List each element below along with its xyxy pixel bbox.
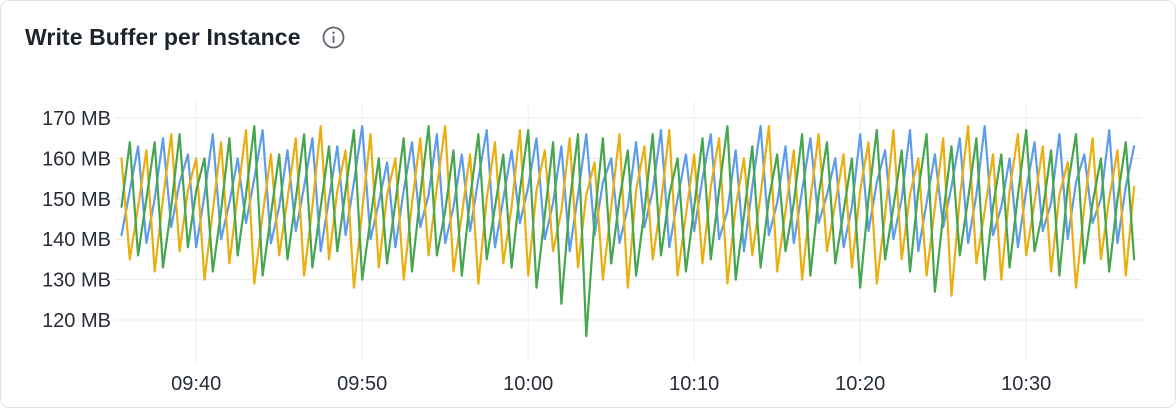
page-title: Write Buffer per Instance: [25, 23, 301, 50]
chart-svg[interactable]: 09:40 09:50 10:00 10:10 10:20 10:30 170 MB 160 …: [1, 89, 1176, 408]
y-tick-label: 140 MB: [42, 229, 111, 251]
x-tick-labels: 09:40 09:50 10:00 10:10 10:20 10:30: [171, 373, 1051, 395]
series-yellow-line: [120, 124, 1136, 297]
x-tick-label: 10:00: [503, 373, 553, 395]
x-tick-label: 10:20: [835, 373, 885, 395]
card-header: Write Buffer per Instance: [1, 1, 1175, 53]
y-tick-label: 150 MB: [42, 189, 111, 211]
x-tick-label: 09:40: [171, 373, 221, 395]
chart-area[interactable]: 09:40 09:50 10:00 10:10 10:20 10:30 170 MB 160 …: [1, 89, 1176, 408]
y-tick-label: 170 MB: [42, 108, 111, 130]
y-tick-label: 120 MB: [42, 310, 111, 332]
y-tick-labels: 170 MB 160 MB 150 MB 140 MB 130 MB 120 MB: [42, 108, 111, 332]
y-tick-label: 160 MB: [42, 148, 111, 170]
x-tick-label: 09:50: [337, 373, 387, 395]
series-green-line: [120, 124, 1136, 338]
x-tick-label: 10:10: [669, 373, 719, 395]
info-circle-icon[interactable]: [321, 25, 346, 50]
y-tick-label: 130 MB: [42, 270, 111, 292]
x-tick-label: 10:30: [1001, 373, 1051, 395]
